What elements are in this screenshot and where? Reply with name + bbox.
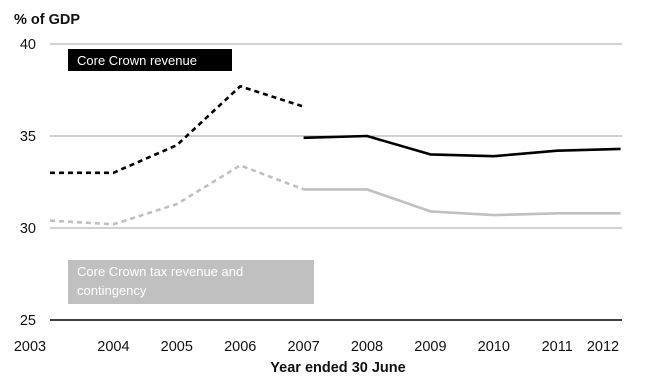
legend-layer: Core Crown revenue Core Crown tax revenu… <box>68 49 314 304</box>
legend-label-core-crown-tax-revenue-line2: contingency <box>77 283 147 298</box>
series-line-core-crown-revenue-dashed <box>50 85 304 175</box>
x-tick-label-2012: 2012 <box>587 339 619 355</box>
y-tick-label-40: 40 <box>20 37 36 53</box>
x-axis-title: Year ended 30 June <box>270 360 405 376</box>
x-tick-label-2011: 2011 <box>542 339 573 355</box>
series-layer <box>49 85 621 226</box>
x-tick-label-2003: 2003 <box>14 339 46 355</box>
x-tick-label-2010: 2010 <box>478 339 510 355</box>
x-tick-label-2005: 2005 <box>161 339 193 355</box>
legend-label-core-crown-revenue: Core Crown revenue <box>77 53 197 68</box>
series-line-core-crown-tax-revenue-and-contingency-dashed <box>49 164 305 226</box>
series-line-core-crown-revenue-solid <box>303 134 621 158</box>
y-tick-label-35: 35 <box>20 129 36 145</box>
x-tick-label-2008: 2008 <box>351 339 383 355</box>
x-tick-label-2007: 2007 <box>287 339 319 355</box>
y-tick-label-30: 30 <box>20 221 36 237</box>
series-line-core-crown-tax-revenue-and-contingency-solid <box>303 188 621 217</box>
legend-box-core-crown-tax-revenue <box>68 260 314 304</box>
legend-label-core-crown-tax-revenue-line1: Core Crown tax revenue and <box>77 264 243 279</box>
y-axis-title: % of GDP <box>14 12 80 28</box>
x-tick-label-2009: 2009 <box>414 339 446 355</box>
legend-box-core-crown-revenue <box>68 49 232 71</box>
x-tick-label-2004: 2004 <box>97 339 129 355</box>
y-tick-label-25: 25 <box>20 313 36 329</box>
x-tick-label-2006: 2006 <box>224 339 256 355</box>
axis-layer: 25 30 35 40 2003 2004 2005 2006 2007 2008 2009 2010… <box>14 37 619 355</box>
